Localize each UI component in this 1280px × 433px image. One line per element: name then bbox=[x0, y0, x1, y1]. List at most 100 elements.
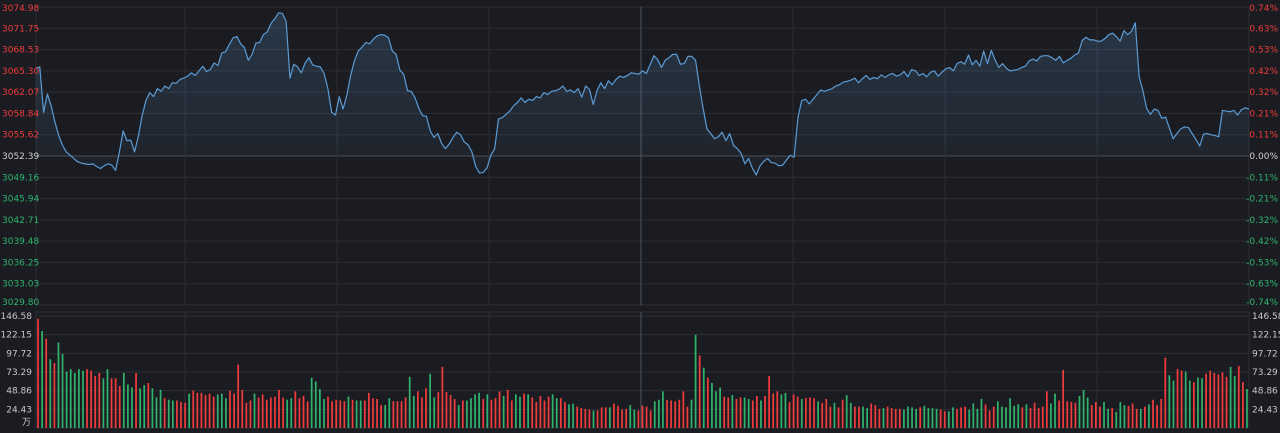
percent-tick-right: 0.32% bbox=[1249, 88, 1278, 98]
volume-bar bbox=[535, 402, 538, 428]
volume-bar bbox=[662, 391, 664, 428]
volume-bar bbox=[82, 370, 84, 428]
volume-bar bbox=[841, 399, 844, 428]
volume-bar bbox=[200, 392, 203, 428]
volume-bar bbox=[229, 390, 231, 428]
volume-bar bbox=[817, 401, 819, 428]
volume-bar bbox=[1074, 402, 1077, 428]
percent-tick-right: 0.11% bbox=[1249, 131, 1278, 141]
price-tick-left: 3068.53 bbox=[2, 46, 39, 56]
volume-bar bbox=[653, 401, 656, 428]
volume-bar bbox=[449, 395, 452, 428]
volume-bar bbox=[702, 367, 705, 428]
volume-bar bbox=[1148, 404, 1150, 428]
volume-bar bbox=[1131, 403, 1134, 428]
volume-bar bbox=[400, 401, 403, 428]
volume-tick-left: 97.72 bbox=[6, 349, 32, 359]
volume-bar bbox=[412, 395, 415, 428]
volume-bar bbox=[339, 400, 342, 428]
volume-bar bbox=[265, 399, 268, 428]
volume-bar bbox=[417, 391, 419, 428]
volume-bar bbox=[457, 405, 460, 428]
volume-bar bbox=[482, 398, 485, 428]
volume-bar bbox=[1017, 404, 1020, 428]
volume-bar bbox=[122, 372, 125, 428]
volume-bar bbox=[592, 410, 595, 428]
volume-bar bbox=[135, 372, 137, 428]
volume-bar bbox=[380, 405, 382, 428]
volume-bar bbox=[1201, 378, 1203, 428]
volume-bar bbox=[257, 397, 260, 428]
volume-bar bbox=[425, 388, 427, 428]
volume-bar bbox=[551, 394, 554, 428]
volume-bar bbox=[805, 398, 807, 428]
volume-bar bbox=[37, 318, 39, 428]
volume-bar bbox=[118, 385, 121, 428]
volume-bar bbox=[1103, 402, 1105, 428]
volume-bar bbox=[1168, 375, 1171, 428]
volume-bar bbox=[1119, 402, 1122, 428]
volume-bar bbox=[474, 394, 476, 428]
percent-tick-right: -0.74% bbox=[1246, 298, 1278, 308]
volume-bar bbox=[1033, 402, 1036, 428]
volume-bar bbox=[1184, 371, 1187, 428]
volume-bar bbox=[751, 400, 754, 428]
price-tick-left: 3058.84 bbox=[2, 109, 39, 119]
percent-tick-right: 0.63% bbox=[1249, 24, 1278, 34]
volume-bar bbox=[461, 400, 464, 428]
volume-bar bbox=[1246, 389, 1248, 428]
volume-axis-ticks: 146.58 146.58 122.15 122.15 97.72 97.72 73.29 7… bbox=[1, 312, 1280, 428]
volume-bar bbox=[286, 399, 289, 428]
volume-bar bbox=[837, 407, 840, 428]
volume-bar bbox=[743, 397, 746, 428]
volume-bar bbox=[756, 395, 758, 428]
volume-bar bbox=[617, 405, 619, 428]
price-tick-left: 3065.30 bbox=[2, 67, 39, 77]
volume-bar bbox=[613, 403, 615, 428]
volume-bar bbox=[294, 391, 297, 428]
volume-bar bbox=[854, 406, 856, 428]
volume-bar bbox=[302, 395, 305, 428]
volume-bar bbox=[445, 392, 448, 428]
volume-bar bbox=[384, 405, 387, 428]
volume-bar bbox=[1221, 372, 1224, 428]
volume-bar bbox=[539, 395, 542, 428]
volume-bar bbox=[694, 334, 697, 428]
volume-bar bbox=[980, 398, 983, 428]
volume-bar bbox=[711, 382, 713, 428]
volume-bar bbox=[903, 409, 905, 428]
volume-bar bbox=[862, 406, 864, 428]
volume-tick-right: 73.29 bbox=[1252, 368, 1278, 378]
volume-bar bbox=[188, 393, 191, 428]
volume-bar bbox=[919, 407, 922, 428]
volume-bar bbox=[907, 406, 909, 428]
volume-bar bbox=[600, 407, 603, 428]
volume-bar bbox=[1164, 357, 1167, 428]
volume-bar bbox=[1066, 401, 1069, 428]
volume-bar bbox=[498, 391, 501, 428]
volume-bar bbox=[1082, 389, 1085, 428]
volume-bar bbox=[923, 405, 926, 428]
volume-bar bbox=[625, 408, 628, 428]
price-tick-left: 3052.39 bbox=[2, 152, 39, 162]
volume-bar bbox=[131, 387, 133, 428]
volume-bar bbox=[241, 389, 244, 428]
volume-bar bbox=[1209, 370, 1212, 428]
volume-bar bbox=[155, 397, 158, 428]
volume-bar bbox=[163, 398, 166, 428]
volume-bar bbox=[572, 403, 574, 428]
volume-bar bbox=[368, 392, 370, 428]
volume-bar bbox=[992, 406, 995, 428]
percent-tick-right: 0.53% bbox=[1249, 46, 1278, 56]
percent-tick-right: -0.53% bbox=[1246, 258, 1278, 268]
volume-unit-label: 万 bbox=[22, 418, 31, 428]
price-tick-left: 3049.16 bbox=[2, 173, 39, 183]
volume-bar bbox=[502, 395, 505, 428]
volume-bar bbox=[1090, 405, 1093, 428]
price-tick-left: 3074.98 bbox=[2, 4, 39, 14]
volume-bar bbox=[976, 408, 979, 428]
volume-bar bbox=[935, 408, 938, 428]
volume-bar bbox=[1233, 376, 1236, 428]
volume-bar bbox=[1094, 402, 1097, 428]
volume-tick-left: 122.15 bbox=[1, 331, 33, 341]
